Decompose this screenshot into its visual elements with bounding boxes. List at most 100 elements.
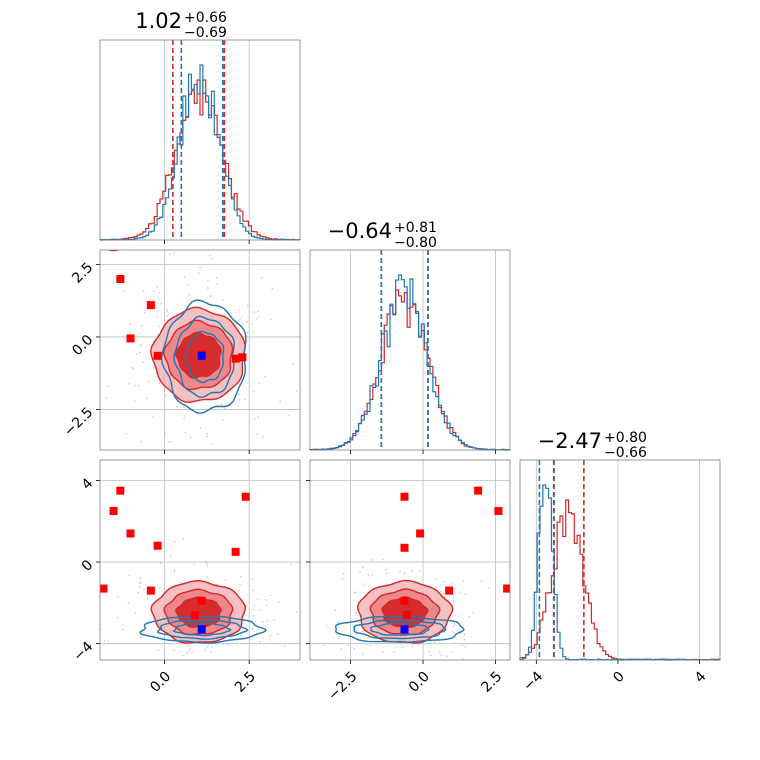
sample-point: [191, 661, 193, 663]
sample-point: [166, 315, 169, 318]
sample-point: [132, 368, 135, 370]
sample-point: [209, 295, 212, 298]
sample-point: [232, 676, 234, 678]
marker-red: [153, 351, 162, 360]
sample-point: [238, 399, 241, 401]
sample-point: [441, 674, 443, 676]
sample-point: [138, 332, 141, 335]
sample-point: [462, 579, 465, 582]
sample-point: [184, 431, 187, 434]
sample-point: [226, 643, 229, 646]
sample-point: [361, 653, 364, 656]
sample-point: [143, 311, 146, 314]
sample-point: [440, 590, 442, 593]
marker-red: [197, 596, 206, 605]
sample-point: [418, 570, 421, 572]
sample-point: [175, 312, 178, 315]
sample-point: [259, 641, 261, 643]
sample-point: [442, 592, 445, 595]
sample-point: [136, 353, 138, 355]
sample-point: [92, 300, 94, 302]
sample-point: [240, 316, 243, 318]
sample-point: [397, 676, 399, 678]
sample-point: [427, 650, 430, 653]
sample-point: [191, 405, 193, 407]
marker-red: [403, 611, 412, 620]
sample-point: [183, 417, 185, 420]
sample-point: [292, 362, 294, 365]
sample-point: [238, 589, 240, 592]
sample-point: [157, 333, 159, 336]
sample-point: [224, 679, 226, 681]
sample-point: [222, 299, 225, 301]
contour-blue-level-3: [370, 622, 430, 636]
sample-point: [272, 619, 275, 621]
sample-point: [453, 642, 455, 644]
sample-point: [253, 608, 255, 611]
sample-point: [451, 583, 454, 585]
panel-border: [309, 459, 511, 661]
sample-point: [323, 644, 326, 646]
marker-red: [109, 507, 118, 516]
sample-point: [233, 670, 235, 672]
sample-point: [269, 594, 272, 597]
sample-point: [158, 291, 161, 294]
x-tick-label: −2.5: [325, 669, 360, 704]
sample-point: [353, 591, 356, 593]
sample-point: [139, 576, 142, 579]
sample-point: [206, 432, 209, 435]
sample-point: [160, 562, 162, 564]
sample-point: [463, 634, 465, 637]
sample-point: [206, 663, 208, 665]
sample-point: [262, 636, 264, 639]
sample-point: [205, 562, 208, 565]
sample-point: [182, 654, 184, 657]
marker-red: [241, 492, 250, 501]
sample-point: [236, 641, 239, 643]
sample-point: [239, 318, 241, 321]
sample-point: [199, 267, 201, 269]
sample-point: [207, 279, 209, 282]
sample-point: [257, 310, 259, 313]
marker-red: [126, 334, 135, 343]
sample-point: [435, 578, 438, 581]
marker-red: [190, 611, 199, 620]
sample-point: [251, 578, 254, 580]
sample-point: [464, 646, 467, 648]
sample-point: [257, 416, 260, 418]
sample-point: [127, 602, 130, 604]
sample-point: [164, 433, 166, 435]
sample-point: [117, 595, 119, 598]
sample-point: [262, 621, 265, 623]
x-tick-label: 0.0: [147, 669, 174, 696]
y-tick-label: 0.0: [69, 332, 96, 359]
contour-blue-level-1: [334, 615, 465, 643]
sample-point: [410, 662, 412, 664]
sample-point: [295, 390, 298, 392]
marker-red: [494, 507, 503, 516]
sample-point: [139, 586, 141, 588]
sample-point: [341, 577, 344, 580]
sample-point: [224, 674, 226, 676]
contour-blue-level-2: [353, 619, 447, 640]
sample-point: [184, 415, 186, 417]
sample-point: [125, 432, 128, 435]
sample-point: [243, 398, 246, 401]
contour-blue-level-3: [173, 622, 232, 637]
sample-point: [252, 391, 255, 393]
sample-point: [271, 287, 273, 290]
sample-point: [142, 290, 145, 293]
sample-point: [246, 331, 249, 334]
x-tick-label: 0.0: [406, 669, 433, 696]
sample-point: [463, 633, 466, 635]
sample-point: [169, 253, 171, 255]
sample-point: [215, 283, 218, 285]
x-tick-label: 2.5: [478, 669, 505, 696]
marker-red: [474, 486, 483, 495]
sample-point: [167, 561, 170, 564]
sample-point: [186, 652, 188, 654]
marker-red: [231, 547, 240, 556]
sample-point: [451, 630, 454, 633]
marker-red: [146, 301, 155, 310]
sample-point: [480, 580, 483, 583]
